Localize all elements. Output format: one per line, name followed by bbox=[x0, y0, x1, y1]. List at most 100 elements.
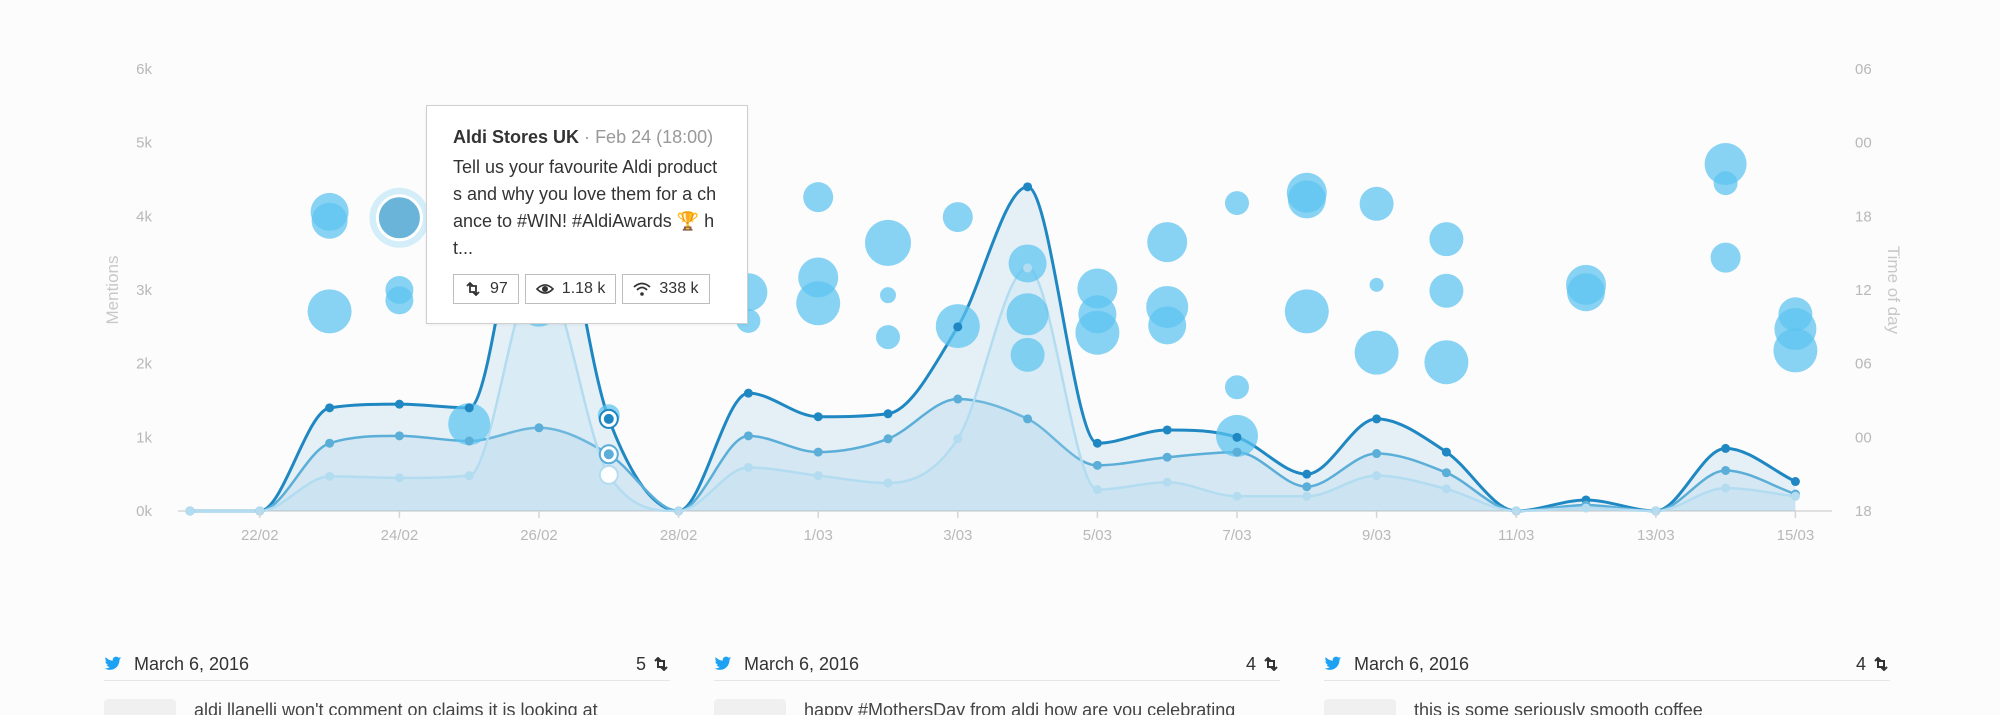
bubble[interactable] bbox=[307, 289, 352, 334]
bubble[interactable] bbox=[1284, 289, 1329, 334]
data-point[interactable] bbox=[1790, 491, 1800, 501]
bubble[interactable] bbox=[1225, 191, 1249, 216]
feed-date: March 6, 2016 bbox=[1354, 653, 1470, 674]
y-tick-right: 00 bbox=[1855, 135, 1872, 152]
bubble[interactable] bbox=[1429, 222, 1464, 257]
data-point[interactable] bbox=[743, 388, 753, 398]
bubble[interactable] bbox=[1713, 171, 1738, 196]
data-point[interactable] bbox=[394, 431, 404, 441]
area-1 bbox=[190, 142, 1796, 511]
feed-item[interactable]: aldi llanelli won't comment on claims it… bbox=[104, 699, 670, 715]
bubble-selected[interactable] bbox=[375, 194, 423, 242]
bubble[interactable] bbox=[1147, 222, 1188, 263]
bubble[interactable] bbox=[1225, 375, 1249, 400]
area-2 bbox=[190, 399, 1796, 511]
data-point[interactable] bbox=[1023, 182, 1033, 192]
bubble[interactable] bbox=[1369, 277, 1384, 292]
data-point[interactable] bbox=[1441, 468, 1451, 478]
data-point[interactable] bbox=[1092, 485, 1102, 495]
data-point[interactable] bbox=[813, 447, 823, 457]
data-point[interactable] bbox=[1372, 449, 1382, 459]
data-point[interactable] bbox=[743, 463, 753, 473]
x-tick-label: 22/02 bbox=[241, 527, 279, 544]
data-point[interactable] bbox=[1441, 447, 1451, 457]
data-point[interactable] bbox=[953, 394, 963, 404]
bubble[interactable] bbox=[942, 202, 973, 233]
feed-text: this is some seriously smooth coffee bbox=[1414, 700, 1703, 715]
bubble[interactable] bbox=[1424, 340, 1469, 385]
data-point[interactable] bbox=[813, 471, 823, 481]
bubble[interactable] bbox=[880, 287, 896, 304]
y-tick-right: 12 bbox=[1855, 282, 1872, 299]
data-point[interactable] bbox=[1162, 477, 1172, 487]
bubble[interactable] bbox=[1704, 143, 1747, 186]
data-point[interactable] bbox=[1581, 503, 1591, 513]
data-point[interactable] bbox=[1302, 482, 1312, 492]
tooltip-separator: · bbox=[584, 127, 591, 147]
x-tick-label: 11/03 bbox=[1498, 527, 1534, 544]
bubble[interactable] bbox=[1359, 186, 1394, 221]
feed-date: March 6, 2016 bbox=[744, 653, 860, 674]
data-point[interactable] bbox=[325, 438, 335, 448]
tooltip-author[interactable]: Aldi Stores UK bbox=[453, 127, 580, 147]
bubble[interactable] bbox=[385, 286, 414, 315]
data-point[interactable] bbox=[1721, 465, 1731, 475]
data-point[interactable] bbox=[883, 478, 893, 488]
data-point[interactable] bbox=[1023, 414, 1033, 424]
data-point[interactable] bbox=[883, 409, 893, 419]
bubble[interactable] bbox=[1075, 310, 1120, 355]
bubble[interactable] bbox=[1567, 273, 1605, 312]
feed-item[interactable]: happy #MothersDay from aldi how are you … bbox=[714, 699, 1280, 715]
bubble[interactable] bbox=[876, 325, 900, 350]
data-point[interactable] bbox=[883, 434, 893, 444]
data-point[interactable] bbox=[953, 322, 963, 332]
data-point[interactable] bbox=[325, 403, 335, 413]
data-point[interactable] bbox=[1232, 491, 1242, 501]
bubble[interactable] bbox=[1287, 180, 1326, 219]
data-point[interactable] bbox=[394, 473, 404, 483]
data-point[interactable] bbox=[1721, 443, 1731, 453]
data-point[interactable] bbox=[813, 412, 823, 422]
data-point[interactable] bbox=[1162, 425, 1172, 435]
data-point[interactable] bbox=[394, 399, 404, 409]
data-point[interactable] bbox=[953, 434, 963, 444]
data-point[interactable] bbox=[1790, 477, 1800, 487]
bubble[interactable] bbox=[803, 182, 834, 213]
data-point[interactable] bbox=[464, 471, 474, 481]
feed-item[interactable]: this is some seriously smooth coffee bbox=[1324, 699, 1890, 715]
data-point[interactable] bbox=[534, 423, 544, 433]
data-point[interactable] bbox=[464, 403, 474, 413]
data-point[interactable] bbox=[1162, 452, 1172, 462]
bubble[interactable] bbox=[1710, 242, 1741, 273]
data-point[interactable] bbox=[1372, 471, 1382, 481]
bubble[interactable] bbox=[796, 281, 841, 326]
bubble[interactable] bbox=[1354, 330, 1399, 375]
data-point[interactable] bbox=[1302, 491, 1312, 501]
data-point[interactable] bbox=[185, 506, 195, 516]
data-point[interactable] bbox=[1023, 263, 1033, 273]
bubble[interactable] bbox=[1148, 306, 1187, 345]
data-point[interactable] bbox=[1092, 438, 1102, 448]
data-point[interactable] bbox=[1092, 460, 1102, 470]
y-axis-left-title: Mentions bbox=[103, 256, 122, 325]
data-point[interactable] bbox=[325, 471, 335, 481]
data-point[interactable] bbox=[1721, 483, 1731, 493]
data-point[interactable] bbox=[1232, 432, 1242, 442]
feed-retweet-count: 4 bbox=[1856, 654, 1890, 675]
y-tick-left: 0k bbox=[136, 503, 152, 520]
bubble[interactable] bbox=[448, 403, 491, 446]
retweet-icon bbox=[466, 282, 480, 296]
data-point[interactable] bbox=[743, 431, 753, 441]
data-point[interactable] bbox=[1232, 447, 1242, 457]
bubble[interactable] bbox=[311, 202, 348, 239]
bubble[interactable] bbox=[1010, 337, 1045, 372]
data-point[interactable] bbox=[1441, 484, 1451, 494]
x-tick-label: 5/03 bbox=[1083, 527, 1112, 544]
data-point[interactable] bbox=[1302, 469, 1312, 479]
data-point[interactable] bbox=[1372, 414, 1382, 424]
bubble[interactable] bbox=[1773, 328, 1818, 373]
bubble[interactable] bbox=[1429, 273, 1464, 308]
bubble[interactable] bbox=[865, 219, 911, 266]
bubble[interactable] bbox=[1006, 293, 1049, 336]
data-point[interactable] bbox=[464, 436, 474, 446]
